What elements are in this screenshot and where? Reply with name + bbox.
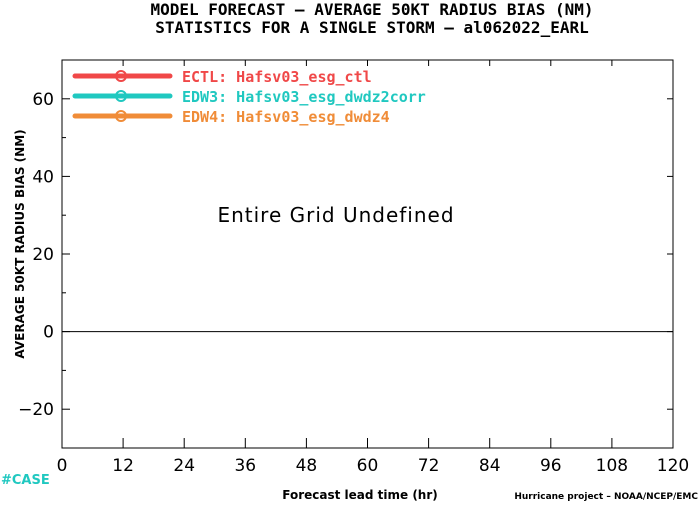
x-tick-label: 96 (540, 456, 562, 476)
x-tick-label: 72 (418, 456, 440, 476)
legend-swatch-marker (115, 110, 127, 122)
x-tick-label: 48 (296, 456, 318, 476)
y-tick-label: 20 (32, 245, 54, 265)
undefined-grid-annotation: Entire Grid Undefined (217, 203, 454, 227)
x-tick-label: 36 (234, 456, 256, 476)
legend-entry: EDW3: Hafsv03_esg_dwdz2corr (182, 88, 426, 106)
chart-subtitle: STATISTICS FOR A SINGLE STORM – al062022… (155, 18, 589, 37)
y-tick-label: −20 (18, 400, 54, 420)
x-tick-label: 24 (173, 456, 195, 476)
y-tick-label: 0 (43, 323, 54, 343)
credit-text: Hurricane project – NOAA/NCEP/EMC (514, 492, 698, 502)
legend-swatch-marker (115, 70, 127, 82)
x-tick-label: 60 (357, 456, 379, 476)
chart-title: MODEL FORECAST – AVERAGE 50KT RADIUS BIA… (150, 0, 594, 19)
x-tick-label: 0 (57, 456, 68, 476)
x-tick-label: 120 (657, 456, 689, 476)
x-tick-label: 84 (479, 456, 501, 476)
x-tick-label: 108 (596, 456, 628, 476)
legend-swatch-marker (115, 90, 127, 102)
y-tick-label: 40 (32, 167, 54, 187)
y-tick-label: 60 (32, 90, 54, 110)
case-label: #CASE (1, 473, 50, 488)
x-tick-label: 12 (112, 456, 134, 476)
y-axis-label: AVERAGE 50KT RADIUS BIAS (NM) (13, 129, 27, 358)
legend-entry: ECTL: Hafsv03_esg_ctl (182, 68, 372, 86)
x-axis-label: Forecast lead time (hr) (282, 488, 438, 502)
legend-entry: EDW4: Hafsv03_esg_dwdz4 (182, 108, 390, 126)
